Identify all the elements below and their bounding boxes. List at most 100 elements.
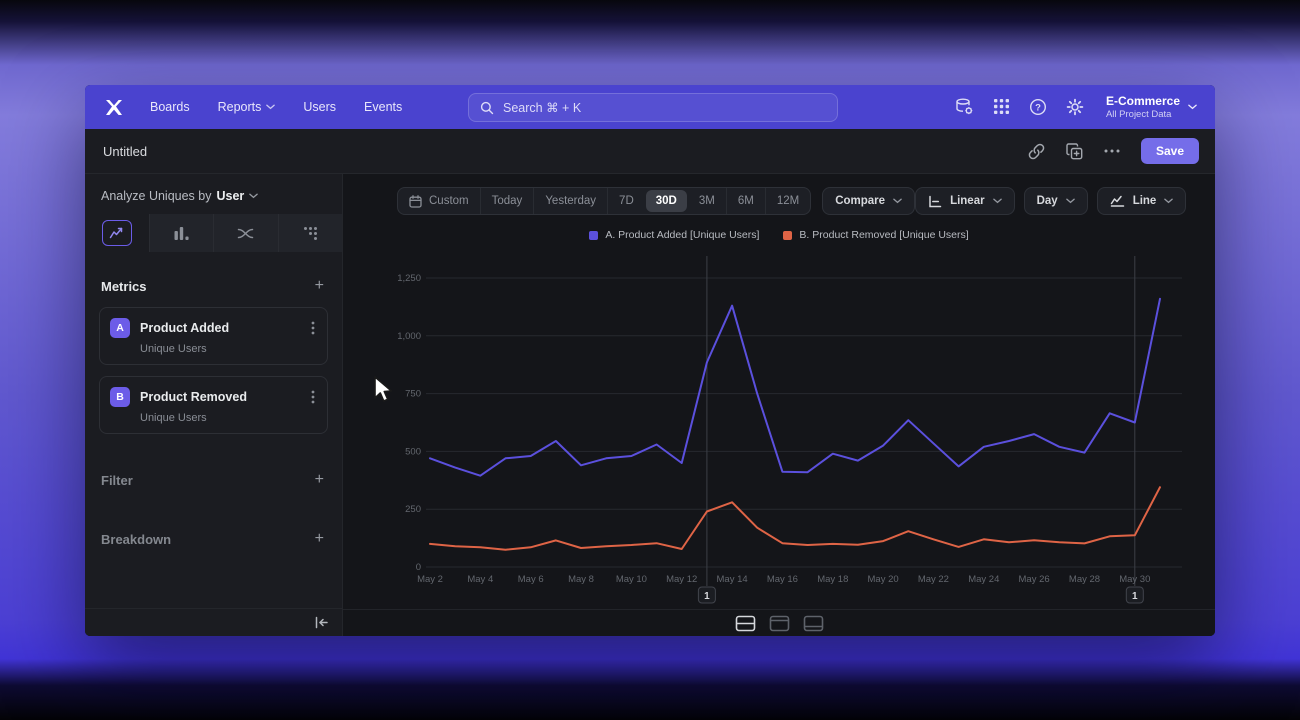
viz-tab-line-chart[interactable]	[85, 214, 149, 252]
chevron-down-icon	[992, 198, 1002, 204]
bar-chart-icon	[174, 227, 189, 240]
search-input[interactable]: Search ⌘ + K	[468, 93, 838, 122]
range-yesterday[interactable]: Yesterday	[533, 188, 607, 214]
svg-text:May 22: May 22	[918, 574, 949, 585]
layout-chart-only-icon[interactable]	[769, 615, 790, 632]
chart-type-dropdown[interactable]: Line	[1096, 187, 1187, 215]
nav-item-reports[interactable]: Reports	[207, 94, 287, 120]
nav-item-boards[interactable]: Boards	[139, 94, 201, 120]
calendar-icon	[409, 194, 422, 208]
viz-tab-bar-chart[interactable]	[148, 214, 213, 252]
help-icon[interactable]: ?	[1029, 98, 1047, 116]
query-sidebar: Analyze Uniques by User	[85, 174, 343, 636]
svg-text:May 14: May 14	[717, 574, 748, 585]
brand-logo[interactable]	[97, 99, 131, 116]
copy-link-icon[interactable]	[1028, 143, 1045, 160]
chevron-down-icon	[1065, 198, 1075, 204]
metric-options-icon[interactable]	[309, 319, 317, 337]
report-title[interactable]: Untitled	[103, 143, 148, 159]
layout-toggle-bar	[343, 609, 1215, 636]
project-selector[interactable]: E-Commerce All Project Data	[1106, 94, 1197, 120]
viz-tab-metric[interactable]	[277, 214, 342, 252]
data-management-icon[interactable]	[955, 98, 974, 116]
chart-panel: Custom Today Yesterday 7D 30D 3M 6M 12M Compare…	[343, 174, 1215, 636]
range-6m[interactable]: 6M	[725, 188, 765, 214]
report-actions: Save	[1028, 138, 1199, 164]
compare-dropdown[interactable]: Compare	[822, 187, 916, 215]
collapse-sidebar-icon[interactable]	[314, 616, 329, 629]
svg-text:500: 500	[405, 446, 421, 457]
granularity-dropdown[interactable]: Day	[1023, 187, 1088, 215]
svg-text:May 4: May 4	[467, 574, 493, 585]
chart-toolbar: Custom Today Yesterday 7D 30D 3M 6M 12M Compare…	[397, 187, 1187, 215]
range-custom[interactable]: Custom	[398, 188, 480, 214]
chevron-down-icon	[249, 193, 259, 199]
add-filter-button[interactable]: +	[314, 471, 324, 488]
sidebar-footer	[85, 608, 342, 636]
more-options-icon[interactable]	[1104, 149, 1120, 153]
svg-text:May 2: May 2	[417, 574, 443, 585]
svg-text:?: ?	[1035, 102, 1041, 113]
analyze-entity-dropdown[interactable]: User	[216, 189, 259, 203]
svg-text:May 20: May 20	[868, 574, 899, 585]
metric-badge-a: A	[110, 318, 130, 338]
analyze-row: Analyze Uniques by User	[85, 174, 342, 214]
duplicate-icon[interactable]	[1066, 142, 1083, 160]
visualization-tabs	[85, 214, 342, 252]
metric-aggregation[interactable]: Unique Users	[140, 412, 207, 424]
metric-options-icon[interactable]	[309, 388, 317, 406]
range-7d[interactable]: 7D	[607, 188, 645, 214]
search-icon	[480, 101, 494, 114]
chevron-down-icon	[266, 104, 276, 110]
flow-icon	[238, 228, 254, 238]
chevron-down-icon	[893, 198, 902, 204]
legend-item[interactable]: A. Product Added [Unique Users]	[589, 229, 759, 241]
legend-swatch	[783, 230, 793, 240]
svg-text:May 24: May 24	[968, 574, 999, 585]
legend-label: B. Product Removed [Unique Users]	[799, 229, 969, 241]
viz-tab-flow[interactable]	[213, 214, 278, 252]
svg-text:May 8: May 8	[568, 574, 594, 585]
svg-text:May 18: May 18	[817, 574, 848, 585]
svg-text:0: 0	[416, 562, 421, 573]
project-subtitle: All Project Data	[1105, 108, 1172, 120]
nav-item-users[interactable]: Users	[292, 94, 347, 120]
metrics-title: Metrics	[101, 278, 147, 294]
svg-text:May 6: May 6	[518, 574, 544, 585]
date-range-group: Custom Today Yesterday 7D 30D 3M 6M 12M	[397, 187, 812, 215]
metric-card-product-added[interactable]: A Product Added Unique Users	[99, 307, 328, 365]
nav-menu: Boards Reports Users Events	[139, 94, 413, 120]
apps-grid-icon[interactable]	[993, 98, 1010, 115]
chart-area[interactable]: 0 250 500 750 1,000 1,250 May 2 May 4 May 6 May 8…	[343, 246, 1215, 604]
svg-text:May 12: May 12	[666, 574, 697, 585]
svg-text:750: 750	[405, 389, 421, 400]
metric-aggregation[interactable]: Unique Users	[140, 343, 207, 355]
axis-scale-icon	[929, 195, 942, 207]
save-button[interactable]: Save	[1140, 138, 1199, 164]
analyze-label: Analyze Uniques by	[101, 189, 212, 203]
mixpanel-logo-icon	[106, 99, 122, 115]
range-3m[interactable]: 3M	[688, 188, 726, 214]
range-12m[interactable]: 12M	[764, 188, 810, 214]
scale-dropdown[interactable]: Linear	[915, 187, 1015, 215]
legend-item[interactable]: B. Product Removed [Unique Users]	[783, 229, 969, 241]
layout-split-icon[interactable]	[735, 615, 756, 632]
add-breakdown-button[interactable]: +	[314, 530, 324, 547]
svg-text:May 28: May 28	[1069, 574, 1100, 585]
chevron-down-icon	[1188, 104, 1197, 110]
metric-name: Product Added	[140, 321, 230, 335]
range-today[interactable]: Today	[479, 188, 534, 214]
annotation-badge[interactable]: 1	[697, 586, 716, 604]
range-30d[interactable]: 30D	[645, 190, 687, 212]
timeseries-chart[interactable]: 0 250 500 750 1,000 1,250 May 2 May 4 May 6 May 8…	[343, 246, 1214, 604]
svg-text:May 10: May 10	[616, 574, 647, 585]
annotation-badge[interactable]: 1	[1125, 586, 1144, 604]
metrics-header: Metrics +	[85, 276, 342, 296]
line-chart-icon	[1110, 195, 1124, 207]
layout-table-only-icon[interactable]	[803, 615, 824, 632]
settings-gear-icon[interactable]	[1066, 98, 1084, 116]
metric-card-product-removed[interactable]: B Product Removed Unique Users	[99, 376, 328, 434]
add-metric-button[interactable]: +	[314, 277, 324, 294]
chevron-down-icon	[1164, 198, 1174, 204]
nav-item-events[interactable]: Events	[353, 94, 413, 120]
